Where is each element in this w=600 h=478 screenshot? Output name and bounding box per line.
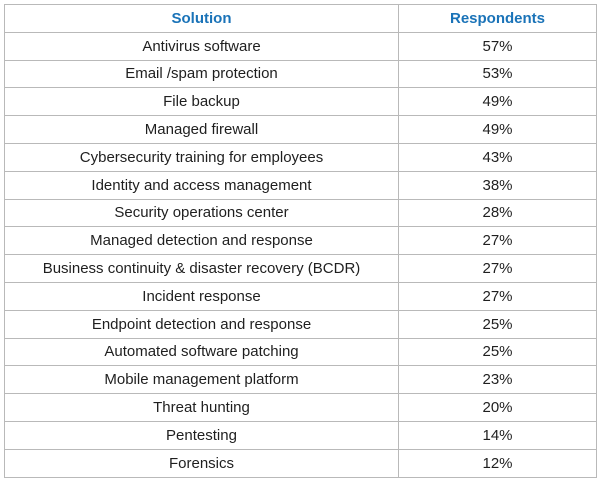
solution-cell: Endpoint detection and response — [4, 309, 399, 339]
solution-cell: Threat hunting — [4, 393, 399, 422]
table-row: Cybersecurity training for employees 43% — [4, 142, 597, 172]
solution-cell: Managed firewall — [4, 115, 399, 144]
solution-cell: Pentesting — [4, 420, 399, 450]
respondents-cell: 57% — [398, 31, 597, 61]
solution-cell: Cybersecurity training for employees — [4, 142, 399, 172]
respondents-cell: 27% — [398, 226, 597, 256]
table-row: Incident response 27% — [4, 281, 597, 311]
table-row: Antivirus software 57% — [4, 31, 597, 61]
respondents-cell: 53% — [398, 59, 597, 89]
respondents-cell: 38% — [398, 170, 597, 200]
table-row: Security operations center 28% — [4, 198, 597, 228]
table-row: Managed detection and response 27% — [4, 226, 597, 256]
respondents-cell: 14% — [398, 420, 597, 450]
respondents-cell: 43% — [398, 142, 597, 172]
solution-cell: File backup — [4, 87, 399, 117]
respondents-cell: 27% — [398, 254, 597, 283]
solution-cell: Managed detection and response — [4, 226, 399, 256]
table-row: Threat hunting 20% — [4, 393, 597, 422]
respondents-cell: 49% — [398, 115, 597, 144]
respondents-cell: 27% — [398, 281, 597, 311]
respondents-cell: 20% — [398, 393, 597, 422]
table-row: Email /spam protection 53% — [4, 59, 597, 89]
table-header: Solution Respondents — [4, 4, 597, 33]
table-body: Antivirus software 57% Email /spam protec… — [4, 31, 597, 478]
solutions-table: Solution Respondents Antivirus software 5… — [4, 4, 597, 478]
respondents-cell: 12% — [398, 448, 597, 478]
table-row: Mobile management platform 23% — [4, 365, 597, 395]
solution-cell: Business continuity & disaster recovery … — [4, 254, 399, 283]
table-row: Identity and access management 38% — [4, 170, 597, 200]
table-row: Business continuity & disaster recovery … — [4, 254, 597, 283]
solution-cell: Mobile management platform — [4, 365, 399, 395]
solution-cell: Automated software patching — [4, 337, 399, 367]
header-solution: Solution — [4, 4, 399, 33]
table-row: Managed firewall 49% — [4, 115, 597, 144]
solution-cell: Email /spam protection — [4, 59, 399, 89]
respondents-cell: 28% — [398, 198, 597, 228]
table-row: File backup 49% — [4, 87, 597, 117]
respondents-cell: 23% — [398, 365, 597, 395]
solution-cell: Antivirus software — [4, 31, 399, 61]
header-row: Solution Respondents — [4, 4, 597, 33]
header-respondents: Respondents — [398, 4, 597, 33]
table-row: Pentesting 14% — [4, 420, 597, 450]
table-row: Forensics 12% — [4, 448, 597, 478]
table-row: Endpoint detection and response 25% — [4, 309, 597, 339]
respondents-cell: 25% — [398, 309, 597, 339]
respondents-cell: 49% — [398, 87, 597, 117]
table-row: Automated software patching 25% — [4, 337, 597, 367]
solution-cell: Security operations center — [4, 198, 399, 228]
solution-cell: Incident response — [4, 281, 399, 311]
solution-cell: Identity and access management — [4, 170, 399, 200]
respondents-cell: 25% — [398, 337, 597, 367]
solution-cell: Forensics — [4, 448, 399, 478]
